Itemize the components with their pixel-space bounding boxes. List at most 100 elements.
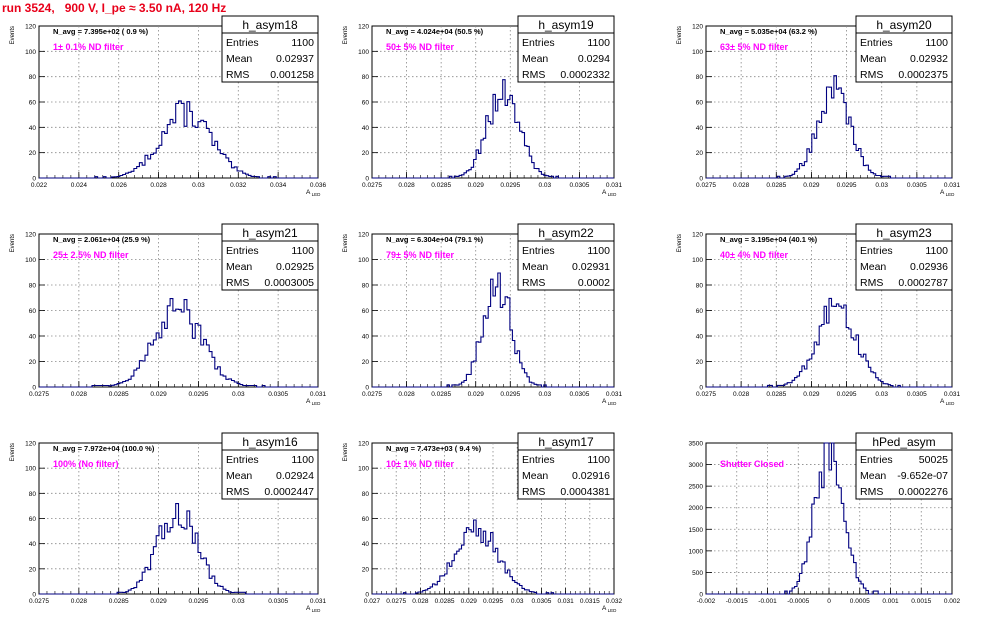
stats-box <box>855 240 953 291</box>
x-axis-label: A LED <box>940 189 955 197</box>
y-tick-label: 80 <box>29 283 37 290</box>
x-tick-label: 0.034 <box>270 182 287 189</box>
x-tick-label: 0.0295 <box>500 391 520 398</box>
stats-value-mean: 0.02937 <box>276 53 314 65</box>
histogram-line <box>706 297 952 388</box>
x-tick-label: 0.0275 <box>29 598 49 605</box>
x-tick-label: 0.028 <box>733 182 750 189</box>
y-tick-label: 40 <box>29 334 37 341</box>
x-tick-label: 0.0285 <box>766 182 786 189</box>
filter-note: 40± 4% ND filter <box>720 250 788 260</box>
x-axis-label: A LED <box>602 189 617 197</box>
x-tick-label: 0.0285 <box>435 598 455 605</box>
navg-label: N_avg = 7.473e+03 ( 9.4 %) <box>386 444 482 453</box>
x-tick-label: 0.0305 <box>907 391 927 398</box>
x-tick-label: 0 <box>827 598 831 605</box>
x-tick-label: 0.03 <box>232 598 245 605</box>
histogram-panel-h_asym18: 0.022 0.024 0.026 0.028 0.03 0.032 0.034 0.036 0… <box>10 15 327 197</box>
x-tick-label: 0.0005 <box>850 598 870 605</box>
stats-label-mean: Mean <box>226 261 252 273</box>
stats-value-mean: 0.02916 <box>572 470 610 482</box>
x-axis-label: A LED <box>306 605 321 613</box>
y-tick-label: 100 <box>692 257 703 264</box>
navg-label: N_avg = 4.024e+04 (50.5 %) <box>386 27 484 36</box>
y-tick-label: 40 <box>696 125 704 132</box>
y-axis-label: Events <box>10 26 16 44</box>
navg-label: N_avg = 5.035e+04 (63.2 %) <box>720 27 818 36</box>
y-tick-label: 20 <box>362 359 370 366</box>
stats-value-rms: 0.001258 <box>270 69 314 81</box>
x-tick-label: 0.028 <box>71 391 88 398</box>
stats-label-rms: RMS <box>522 486 545 498</box>
stats-label-mean: Mean <box>860 261 886 273</box>
stats-value-rms: 0.0002375 <box>898 69 948 81</box>
histogram-panel-h_asym17: 0.027 0.0275 0.028 0.0285 0.029 0.0295 0.03 0.0… <box>343 432 623 613</box>
filter-note: 1± 0.1% ND filter <box>53 42 124 52</box>
x-tick-label: 0.0275 <box>29 391 49 398</box>
histogram-line <box>372 272 614 388</box>
stats-title: h_asym22 <box>538 226 594 240</box>
y-tick-label: 0 <box>699 385 703 392</box>
stats-box <box>855 32 953 83</box>
histogram-line <box>39 100 318 179</box>
x-tick-label: 0.0275 <box>362 182 382 189</box>
navg-label: N_avg = 7.972e+04 (100.0 %) <box>53 444 155 453</box>
y-tick-label: 80 <box>29 74 37 81</box>
y-tick-label: 0 <box>699 176 703 183</box>
x-tick-label: 0.0305 <box>268 598 288 605</box>
stats-label-rms: RMS <box>226 277 249 289</box>
y-tick-label: 20 <box>696 150 704 157</box>
x-axis-label-subscript: LED <box>606 192 617 197</box>
stats-value-mean: 0.02931 <box>572 261 610 273</box>
stats-title: h_asym16 <box>242 435 298 449</box>
stats-label-rms: RMS <box>860 69 883 81</box>
histogram-panel-h_asym23: 0.0275 0.028 0.0285 0.029 0.0295 0.03 0.0305 0.… <box>677 223 961 406</box>
x-axis-label-subscript: LED <box>606 608 617 613</box>
x-tick-label: 0.031 <box>606 182 623 189</box>
y-tick-label: 60 <box>696 100 704 107</box>
x-tick-label: 0.0285 <box>109 391 129 398</box>
y-tick-label: 2500 <box>689 484 704 491</box>
x-tick-label: 0.031 <box>310 598 327 605</box>
y-tick-label: 80 <box>362 74 370 81</box>
y-axis-label: Events <box>343 234 349 252</box>
x-tick-label: 0.026 <box>111 182 128 189</box>
y-tick-label: 40 <box>29 125 37 132</box>
stats-value-mean: 0.02932 <box>910 53 948 65</box>
x-tick-label: 0.022 <box>31 182 48 189</box>
stats-value-entries: 50025 <box>919 454 948 466</box>
stats-label-entries: Entries <box>226 37 259 49</box>
filter-note: 63± 5% ND filter <box>720 42 788 52</box>
histogram-panel-h_asym16: 0.0275 0.028 0.0285 0.029 0.0295 0.03 0.0305 0.… <box>10 432 327 613</box>
x-tick-label: 0.028 <box>398 391 415 398</box>
x-tick-label: 0.029 <box>468 182 485 189</box>
x-tick-label: -0.0005 <box>787 598 809 605</box>
histogram-line <box>372 79 614 179</box>
x-tick-label: 0.0305 <box>268 391 288 398</box>
y-tick-label: 60 <box>29 308 37 315</box>
y-tick-label: 100 <box>25 466 36 473</box>
y-tick-label: 120 <box>25 441 36 448</box>
x-tick-label: 0.028 <box>150 182 167 189</box>
histogram-panel-h_asym19: 0.0275 0.028 0.0285 0.029 0.0295 0.03 0.0305 0.… <box>343 15 623 197</box>
x-tick-label: 0.0275 <box>362 391 382 398</box>
x-tick-label: 0.032 <box>230 182 247 189</box>
stats-title: h_asym18 <box>242 18 298 32</box>
x-axis-label-subscript: LED <box>944 401 955 406</box>
x-tick-label: 0.028 <box>398 182 415 189</box>
y-tick-label: 60 <box>362 100 370 107</box>
y-tick-label: 3000 <box>689 462 704 469</box>
x-tick-label: 0.0275 <box>386 598 406 605</box>
stats-title: h_asym17 <box>538 435 594 449</box>
x-tick-label: 0.0285 <box>109 598 129 605</box>
stats-label-entries: Entries <box>522 454 555 466</box>
x-tick-label: 0.0295 <box>837 182 857 189</box>
y-tick-label: 40 <box>29 541 37 548</box>
y-tick-label: 40 <box>362 334 370 341</box>
stats-label-rms: RMS <box>522 277 545 289</box>
x-axis-label-subscript: LED <box>606 401 617 406</box>
y-tick-label: 20 <box>29 566 37 573</box>
navg-label: N_avg = 2.061e+04 (25.9 %) <box>53 235 151 244</box>
y-axis-label: Events <box>677 234 683 252</box>
